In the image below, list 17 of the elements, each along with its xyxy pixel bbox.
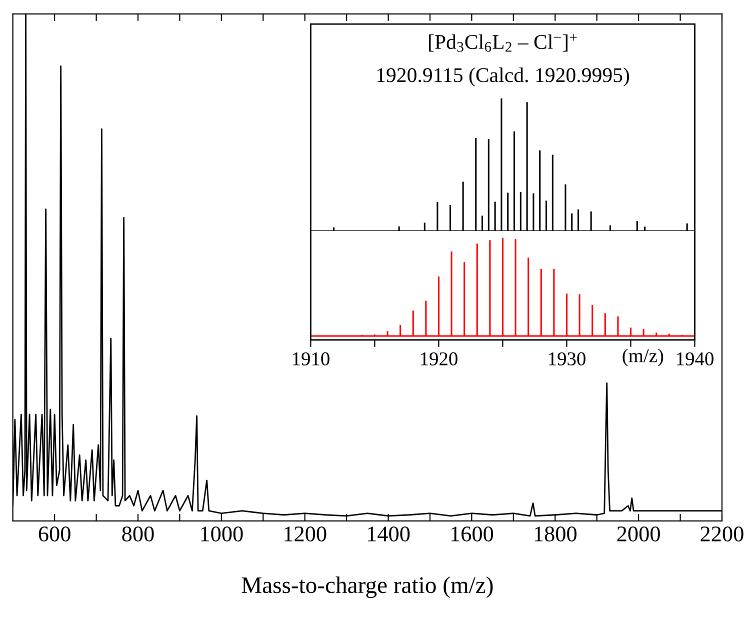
- x-tick-label: 1920: [421, 352, 458, 366]
- x-tick-label: 1800: [534, 526, 576, 542]
- chart-title: [Pd$_{3}$Cl$_{6}$L$_{2}$ – Cl$^{−}$]$^{+}$: [429, 34, 577, 52]
- x-tick-label: 1000: [201, 526, 243, 542]
- x-tick-label: 1940: [677, 352, 714, 366]
- x-tick-label: 2200: [700, 526, 744, 542]
- x-tick-label: 1400: [368, 526, 410, 542]
- x-tick-label: 1600: [451, 526, 494, 542]
- x-axis-title: Mass-to-charge ratio (m/z): [242, 576, 493, 598]
- x-tick-label: 800: [122, 526, 154, 542]
- x-tick-label: 2000: [617, 526, 660, 542]
- x-tick-label: 1930: [549, 352, 586, 366]
- x-tick-label: 1910: [292, 352, 330, 366]
- x-tick-label: 1200: [284, 526, 326, 542]
- x-axis-title: (m/z): [622, 348, 664, 366]
- x-tick-label: 600: [38, 526, 70, 542]
- chart-subtitle: 1920.9115 (Calcd. 1920.9995): [377, 68, 630, 86]
